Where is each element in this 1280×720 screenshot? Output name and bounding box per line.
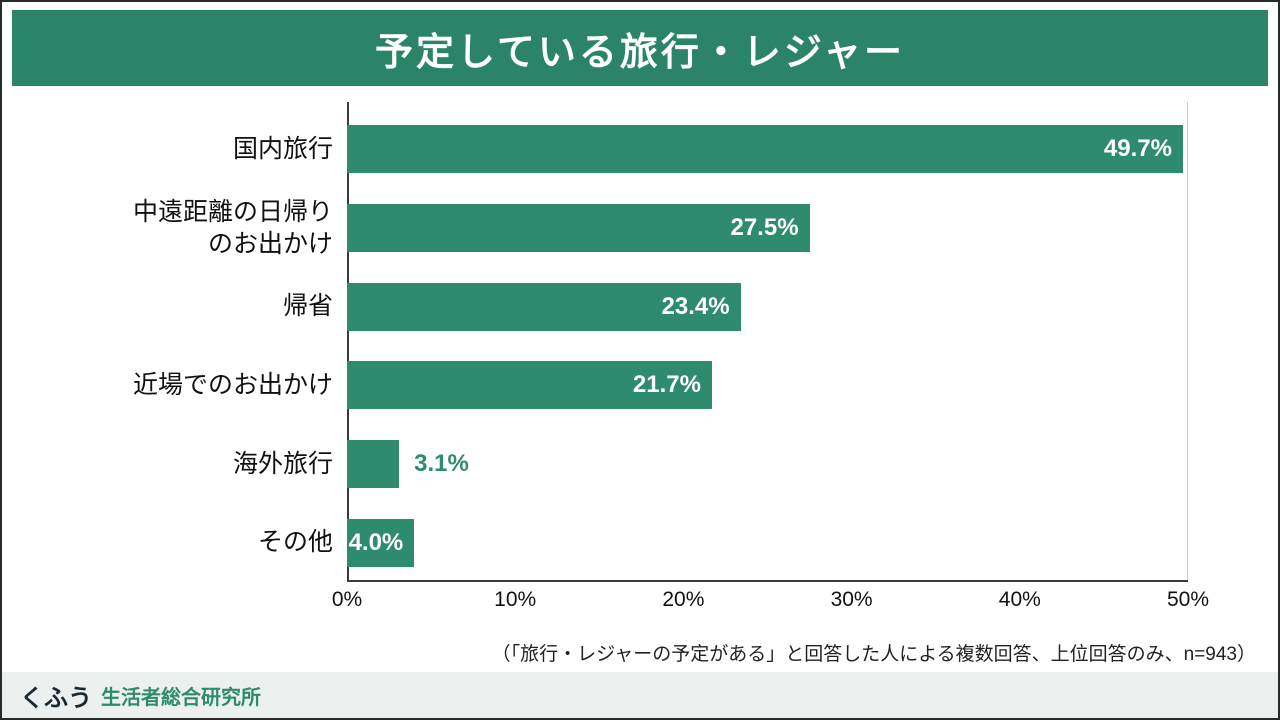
value-label: 4.0% [348,528,404,556]
chart-row: 国内旅行 49.7% [2,110,1188,189]
value-label: 49.7% [1103,135,1172,163]
category-label: 中遠距離の日帰り のお出かけ [132,197,333,259]
bar: 21.7% [347,361,712,410]
category-label: 近場でのお出かけ [132,371,333,400]
chart-row: 中遠距離の日帰り のお出かけ 27.5% [2,189,1188,268]
bar-track: 4.0% [347,518,1188,567]
bar-track: 3.1% [347,440,1188,489]
chart-title-bar: 予定している旅行・レジャー [12,10,1268,86]
chart-rows: 国内旅行 49.7% 中遠距離の日帰り のお出かけ 27.5% 帰省 23.4% 近場でのお… [2,110,1188,582]
x-tick-label: 30% [830,588,873,611]
x-tick-label: 10% [494,588,537,611]
x-tick-label: 20% [662,588,705,611]
value-label: 3.1% [414,450,469,478]
category-label: 国内旅行 [232,135,333,164]
bar [347,440,400,489]
chart-row: 近場でのお出かけ 21.7% [2,346,1188,425]
bar: 49.7% [347,125,1183,174]
bar: 23.4% [347,282,741,331]
chart-row: 帰省 23.4% [2,267,1188,346]
value-label: 27.5% [730,214,799,241]
page-title: 予定している旅行・レジャー [375,31,905,74]
footnote: （「旅行・レジャーの予定がある」と回答した人による複数回答、上位回答のみ、n=9… [491,644,1256,665]
footer-bar: くふう 生活者総合研究所 [2,672,1278,718]
bar: 4.0% [347,518,415,567]
category-label: その他 [257,528,333,557]
institute-name: 生活者総合研究所 [101,686,261,709]
category-label: 海外旅行 [232,449,333,478]
bar-track: 23.4% [347,282,1188,331]
gridline-50-percent [1187,102,1188,582]
x-tick-label: 40% [998,588,1041,611]
bar-track: 27.5% [347,204,1188,252]
chart-row: その他 4.0% [2,503,1188,582]
bar: 27.5% [347,204,810,252]
bar-track: 49.7% [347,125,1188,174]
x-tick-label: 0% [331,588,363,611]
value-label: 23.4% [661,292,730,320]
chart-row: 海外旅行 3.1% [2,425,1188,504]
category-label: 帰省 [282,292,333,321]
x-tick-label: 50% [1166,588,1210,611]
x-axis-ticks: 0% 10% 20% 30% 40% 50% [332,588,1209,620]
brand-logo: くふう [20,684,92,712]
bar-track: 21.7% [347,361,1188,410]
bar-chart: 国内旅行 49.7% 中遠距離の日帰り のお出かけ 27.5% 帰省 23.4% 近場でのお… [2,102,1278,611]
value-label: 21.7% [632,371,701,399]
